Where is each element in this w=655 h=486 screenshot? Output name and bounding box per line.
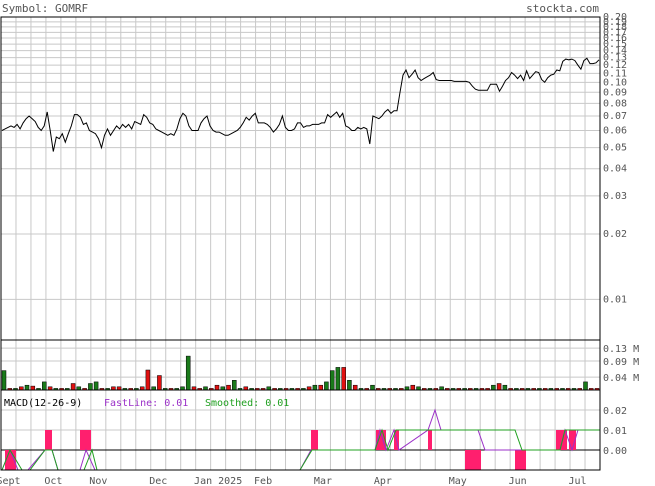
volume-bar (93, 381, 99, 391)
volume-bar (341, 367, 346, 391)
volume-bar (329, 370, 335, 391)
macd-histogram-bar (556, 430, 567, 450)
volume-bar (185, 355, 191, 391)
price-tick-label: 0.06 (603, 125, 627, 136)
price-line (1, 57, 600, 152)
volume-bar (226, 384, 231, 391)
macd-tick-label: 0.02 (603, 406, 627, 417)
volume-bar (491, 384, 496, 391)
volume-bar (410, 384, 416, 391)
macd-legend: MACD(12-26-9) FastLine: 0.01 Smoothed: 0.0… (4, 398, 289, 409)
x-axis-label: Dec (149, 476, 167, 486)
price-tick-label: 0.01 (603, 294, 627, 305)
x-axis: Sept Oct Nov Dec Jan 2025 Feb Mar Apr May Jun Jul (0, 476, 587, 486)
price-tick-label: 0.18 (603, 22, 627, 33)
volume-bar (214, 384, 220, 391)
volume-bar (370, 384, 375, 391)
macd-tick-label: 0.00 (603, 446, 627, 457)
volume-bar (157, 375, 162, 391)
volume-bar (496, 383, 502, 391)
macd-histogram-bar (80, 430, 91, 450)
x-axis-label: Nov (89, 476, 107, 486)
macd-histogram-bar (465, 450, 481, 470)
price-tick-label: 0.17 (603, 27, 627, 38)
volume-tick-label: 0.13 M (603, 344, 639, 355)
x-axis-label: May (449, 476, 467, 486)
price-tick-label: 0.13 (603, 53, 627, 64)
x-axis-label: Jun (509, 476, 527, 486)
volume-bar (24, 384, 30, 391)
macd-histogram-bar (569, 430, 576, 450)
price-tick-label: 0.14 (603, 46, 627, 57)
price-tick-label: 0.09 (603, 87, 627, 98)
price-tick-label: 0.15 (603, 39, 627, 50)
x-axis-label: Jul (569, 476, 587, 486)
macd-frame (0, 389, 601, 471)
volume-bar (324, 381, 329, 391)
price-tick-label: 0.02 (603, 229, 627, 240)
x-axis-label: Apr (374, 476, 392, 486)
volume-bar (312, 384, 318, 391)
price-tick-label: 0.19 (603, 17, 627, 28)
x-axis-label: Jan 2025 (194, 476, 242, 486)
macd-fastline-label: FastLine: 0.01 (104, 398, 188, 409)
volume-bar (232, 380, 237, 391)
volume-bar (70, 383, 76, 391)
volume-bar (88, 383, 93, 391)
price-tick-label: 0.16 (603, 33, 627, 44)
price-tick-label: 0.08 (603, 98, 627, 109)
x-axis-label: Sept (0, 476, 21, 486)
volume-bar (502, 384, 508, 391)
volume-bar (352, 384, 358, 391)
price-tick-label: 0.05 (603, 143, 627, 154)
price-tick-label: 0.03 (603, 191, 627, 202)
macd-histogram-bar (311, 430, 318, 450)
volume-bar (42, 381, 47, 391)
x-axis-label: Mar (314, 476, 332, 486)
volume-bar (30, 385, 36, 391)
macd-smoothed-line (1, 428, 600, 471)
volume-bar (583, 381, 588, 391)
price-tick-label: 0.10 (603, 77, 627, 88)
price-tick-label: 0.11 (603, 68, 627, 79)
macd-histogram-bar (376, 430, 386, 450)
volume-bar (145, 369, 151, 391)
volume-tick-label: 0.04 M (603, 373, 639, 384)
price-tick-label: 0.12 (603, 60, 627, 71)
volume-bar (335, 367, 341, 391)
price-panel: 0.200.190.180.170.160.150.140.130.120.11… (0, 12, 627, 341)
macd-histogram-bar (515, 450, 526, 470)
macd-tick-label: 0.01 (603, 426, 627, 437)
price-tick-label: 0.07 (603, 111, 627, 122)
volume-bar (347, 380, 352, 391)
price-tick-label: 0.04 (603, 164, 627, 175)
macd-histogram-bar (5, 450, 16, 470)
macd-panel: 0.02 0.01 0.00 MACD(12-26-9) FastLine: 0.01 S… (0, 389, 627, 471)
macd-smoothed-label: Smoothed: 0.01 (205, 398, 289, 409)
volume-bar (318, 384, 323, 391)
macd-histogram-bar (428, 430, 432, 450)
x-axis-label: Oct (44, 476, 62, 486)
macd-title: MACD(12-26-9) (4, 398, 82, 409)
macd-histogram-bar (45, 430, 52, 450)
price-tick-label: 0.20 (603, 12, 627, 23)
volume-bar (1, 370, 7, 391)
volume-tick-label: 0.09 M (603, 357, 639, 368)
symbol-label: Symbol: GOMRF (2, 2, 88, 15)
x-axis-label: Feb (254, 476, 272, 486)
volume-panel: 0.13 M 0.09 M 0.04 M (0, 339, 639, 391)
site-label[interactable]: stockta.com (526, 2, 599, 15)
